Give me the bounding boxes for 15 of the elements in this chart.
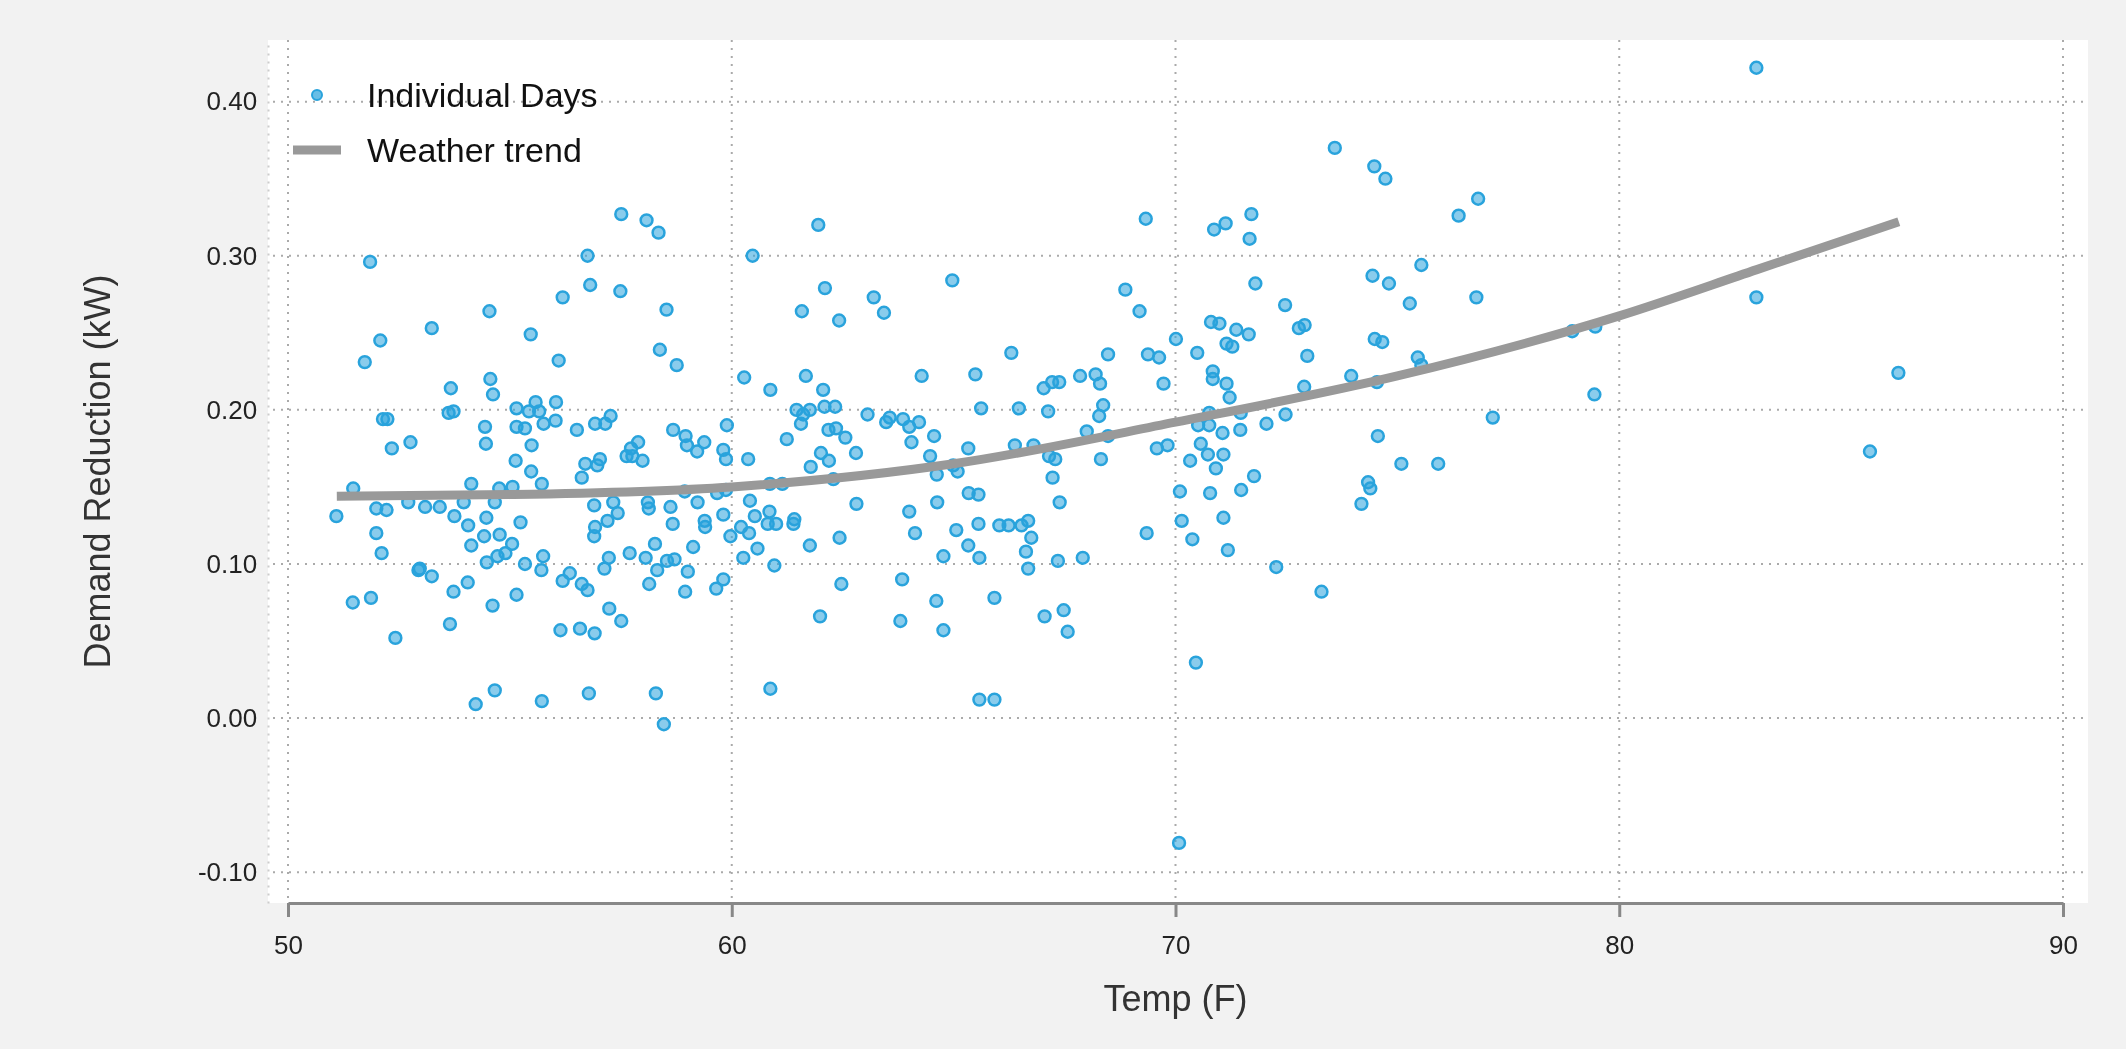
y-tick-label: 0.00 [206, 702, 258, 733]
y-tick-label: 0.20 [206, 394, 258, 425]
y-tick-label: 0.10 [206, 548, 258, 579]
x-tick-label: 80 [1605, 929, 1635, 960]
y-axis-title: Demand Reduction (kW) [77, 274, 118, 669]
x-axis-title: Temp (F) [1103, 978, 1248, 1019]
y-tick-label: 0.30 [206, 240, 258, 271]
x-tick-label: 70 [1161, 929, 1191, 960]
x-tick-label: 50 [274, 929, 303, 960]
x-tick-label: 90 [2049, 929, 2078, 960]
y-tick-label: 0.40 [206, 86, 258, 117]
y-tick-label: -0.10 [197, 857, 258, 887]
legend-label: Weather trend [367, 130, 582, 169]
x-tick-label: 60 [717, 929, 747, 960]
legend-label: Individual Days [367, 75, 598, 114]
